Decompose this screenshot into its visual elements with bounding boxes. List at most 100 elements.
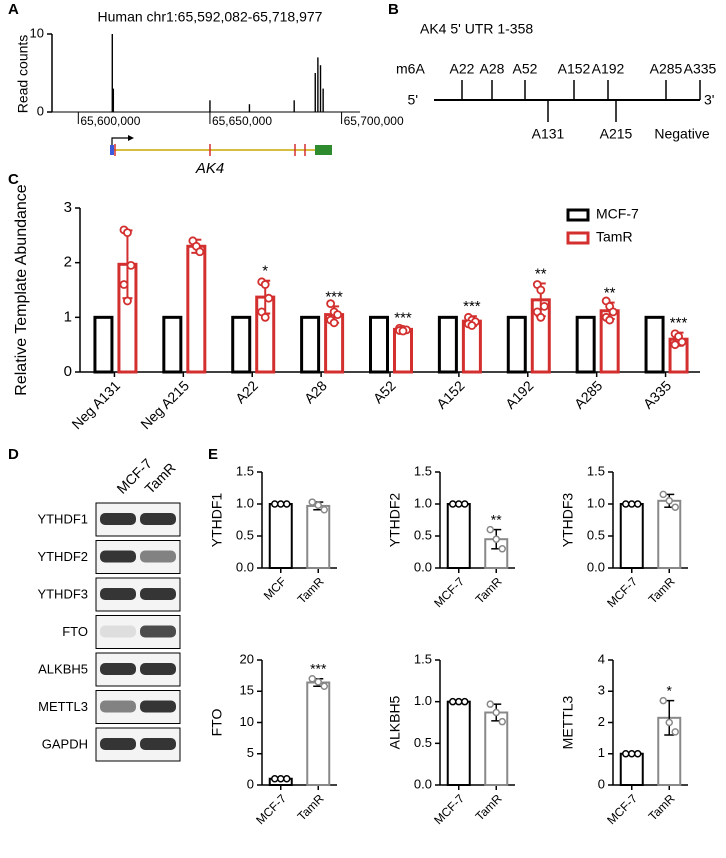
data-point <box>665 497 673 505</box>
x-tick-label: MCF-7 <box>604 574 640 610</box>
data-point <box>492 708 500 717</box>
data-point <box>671 728 679 736</box>
x-tick-label: A152 <box>433 377 468 412</box>
blot-band <box>140 663 176 675</box>
data-point <box>271 500 279 508</box>
data-point <box>283 500 291 508</box>
chart-title: Human chr1:65,592,082-65,718,977 <box>98 9 323 25</box>
x-tick-label: TamR <box>473 574 505 606</box>
site-label: A131 <box>532 126 565 142</box>
y-tick-label: 0.0 <box>236 559 254 574</box>
y-tick-label: 1.0 <box>414 495 432 510</box>
x-tick-label: A335 <box>640 377 675 412</box>
y-tick-label: 0.5 <box>414 735 432 750</box>
bar <box>619 503 644 569</box>
data-point <box>449 697 457 706</box>
data-point <box>467 321 477 330</box>
y-tick-label: 1.5 <box>236 463 254 478</box>
data-point <box>536 285 546 295</box>
x-tick-label: A52 <box>370 377 399 406</box>
data-point <box>264 293 274 303</box>
blot-band <box>100 513 136 525</box>
significance: * <box>667 682 673 698</box>
row-label: YTHDF1 <box>37 511 88 526</box>
blot-band <box>100 700 136 713</box>
data-point <box>260 280 270 289</box>
y-tick-label: 0 <box>598 776 605 791</box>
site-label: A335 <box>684 61 717 77</box>
blot-band <box>140 550 176 563</box>
data-point <box>486 700 494 708</box>
data-point <box>320 682 328 690</box>
x-tick-label: 65,700,000 <box>344 114 404 128</box>
bar <box>306 681 331 786</box>
x-tick-label: MCF <box>261 574 289 602</box>
y-tick-label: 0.0 <box>414 559 432 574</box>
data-point <box>622 750 630 758</box>
y-tick-label: 0.5 <box>236 527 254 542</box>
data-point <box>320 506 328 514</box>
row-label: YTHDF2 <box>37 549 88 564</box>
gene-label: AK4 <box>195 160 224 177</box>
significance: * <box>262 263 268 280</box>
row-label: YTHDF3 <box>37 586 88 601</box>
data-point <box>455 697 463 706</box>
bar <box>369 315 389 374</box>
x-tick-label: 65,600,000 <box>80 114 140 128</box>
bar <box>575 315 596 374</box>
site-label: A152 <box>558 61 591 77</box>
y-tick-label: 1.5 <box>587 463 605 478</box>
y-tick-label: 0.0 <box>587 559 605 574</box>
y-tick-label: 3 <box>598 683 605 698</box>
bar <box>506 315 527 374</box>
x-tick-label: Neg A131 <box>68 377 123 432</box>
bar <box>162 315 183 374</box>
bar <box>306 504 331 570</box>
x-tick-label: TamR <box>295 574 327 606</box>
row-label: METTL3 <box>38 699 88 714</box>
y-axis-label: YTHDF1 <box>209 493 225 548</box>
bar <box>437 315 458 374</box>
y-tick-label: 15 <box>240 683 254 698</box>
y-tick-label: 1.0 <box>587 495 605 510</box>
y-tick-label: 0.5 <box>587 527 605 542</box>
bar <box>231 315 252 374</box>
significance: *** <box>325 288 343 305</box>
bar <box>644 315 665 374</box>
x-tick-label: A285 <box>571 377 606 412</box>
data-point <box>622 500 630 508</box>
blot-band <box>140 513 176 525</box>
data-point <box>634 750 642 758</box>
y-tick-label: 1.0 <box>236 495 254 510</box>
row-label: m6A <box>396 61 425 77</box>
blot-band <box>100 588 136 600</box>
data-point <box>283 775 291 783</box>
bar <box>446 503 471 569</box>
site-label: A52 <box>513 61 538 77</box>
bar <box>657 499 682 569</box>
row-label: FTO <box>62 624 88 639</box>
x-tick-label: TamR <box>646 791 678 823</box>
significance: *** <box>463 298 481 315</box>
data-point <box>498 717 506 726</box>
y-axis-label: ALKBH5 <box>387 695 403 749</box>
panel-label: D <box>8 446 19 463</box>
bar <box>268 503 293 569</box>
y-axis-label: Read counts <box>15 35 31 114</box>
gene-model <box>110 135 332 156</box>
y-tick-label: 2 <box>598 714 605 729</box>
x-tick-label: MCF-7 <box>604 791 640 827</box>
significance: *** <box>310 660 327 676</box>
data-point <box>608 307 618 317</box>
data-point <box>628 750 636 758</box>
site-label: A285 <box>650 61 683 77</box>
significance: *** <box>670 315 688 332</box>
site-label: A28 <box>480 61 505 77</box>
panel-label: B <box>388 1 399 18</box>
y-axis-label: Relative Template Abundance <box>13 184 30 396</box>
data-point <box>119 280 129 289</box>
x-tick-label: MCF-7 <box>431 574 467 610</box>
blot-band <box>100 550 136 563</box>
site-label: A22 <box>450 61 475 77</box>
y-tick-label: 0 <box>37 103 44 118</box>
